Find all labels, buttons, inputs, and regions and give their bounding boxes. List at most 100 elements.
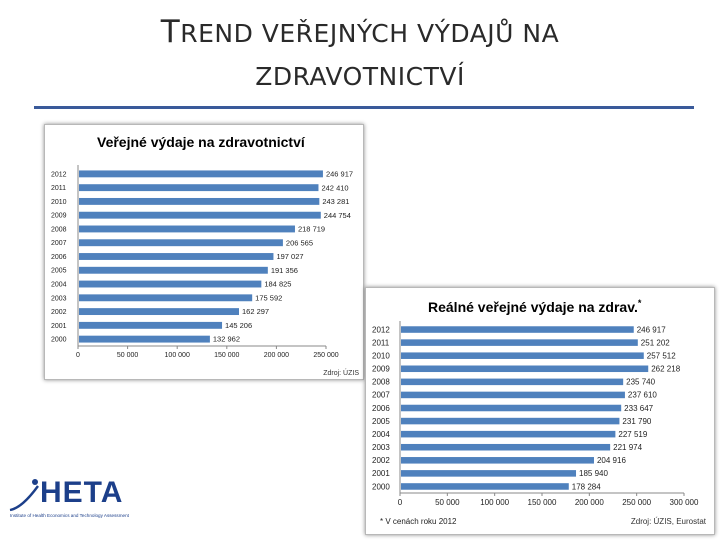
x-tick-label: 100 000 bbox=[480, 498, 509, 507]
data-label: 244 754 bbox=[324, 211, 351, 220]
data-label: 206 565 bbox=[286, 238, 313, 247]
data-label: 197 027 bbox=[276, 252, 303, 261]
data-label: 132 962 bbox=[213, 335, 240, 344]
bar bbox=[401, 443, 611, 451]
category-label: 2005 bbox=[51, 268, 67, 275]
bar bbox=[401, 417, 620, 425]
data-label: 204 916 bbox=[597, 456, 626, 465]
data-label: 251 202 bbox=[641, 338, 670, 347]
bar bbox=[401, 326, 634, 333]
category-label: 2012 bbox=[372, 325, 390, 334]
bar bbox=[401, 430, 616, 438]
chart-source: Zdroj: ÚZIS bbox=[323, 368, 359, 377]
category-label: 2010 bbox=[372, 351, 390, 360]
title-divider bbox=[34, 106, 694, 109]
data-label: 227 519 bbox=[618, 430, 647, 439]
data-label: 162 297 bbox=[242, 307, 269, 316]
data-label: 231 790 bbox=[622, 417, 651, 426]
data-label: 257 512 bbox=[647, 351, 676, 360]
category-label: 2009 bbox=[372, 365, 390, 374]
category-label: 2010 bbox=[51, 199, 67, 206]
bar bbox=[79, 184, 319, 192]
data-label: 246 917 bbox=[637, 325, 666, 334]
bar bbox=[79, 335, 210, 343]
data-label: 191 356 bbox=[271, 266, 298, 275]
category-label: 2008 bbox=[372, 378, 390, 387]
title-initial: T bbox=[160, 14, 181, 50]
data-label: 242 410 bbox=[321, 183, 348, 192]
bar bbox=[401, 470, 577, 477]
bar bbox=[79, 266, 268, 274]
bar bbox=[401, 391, 625, 399]
data-label: 145 206 bbox=[225, 321, 252, 330]
bar bbox=[79, 239, 283, 247]
bar bbox=[79, 197, 320, 205]
x-tick-label: 250 000 bbox=[622, 498, 651, 507]
category-label: 2007 bbox=[51, 240, 67, 247]
chart-public-health-expenditure: Veřejné výdaje na zdravotnictví 2012 246 9… bbox=[44, 124, 364, 380]
chart-title: Reálné veřejné výdaje na zdrav.* bbox=[428, 298, 642, 315]
category-label: 2005 bbox=[372, 417, 390, 426]
category-label: 2003 bbox=[372, 443, 390, 452]
chart-svg: Reálné veřejné výdaje na zdrav.* 2012 246 … bbox=[372, 298, 707, 526]
bar bbox=[401, 378, 624, 386]
category-label: 2006 bbox=[51, 254, 67, 261]
bar bbox=[401, 352, 644, 359]
chart-source: Zdroj: ÚZIS, Eurostat bbox=[631, 517, 707, 526]
category-label: 2011 bbox=[372, 338, 390, 347]
heta-logo: HETA Institute of Health Economics and T… bbox=[8, 474, 168, 526]
x-tick-label: 0 bbox=[76, 352, 80, 359]
chart-real-public-health-expenditure: Reálné veřejné výdaje na zdrav.* 2012 246 … bbox=[365, 287, 715, 535]
data-label: 237 610 bbox=[628, 391, 657, 400]
category-label: 2009 bbox=[51, 213, 67, 220]
data-label: 175 592 bbox=[255, 293, 282, 302]
logo-text: HETA bbox=[40, 476, 124, 509]
category-label: 2004 bbox=[372, 430, 390, 439]
data-label: 262 218 bbox=[651, 365, 680, 374]
chart-svg: Veřejné výdaje na zdravotnictví 2012 246 9… bbox=[51, 134, 359, 377]
bar bbox=[79, 225, 295, 233]
bar bbox=[79, 294, 253, 302]
bar bbox=[401, 339, 638, 346]
category-label: 2002 bbox=[51, 309, 67, 316]
bar bbox=[79, 308, 239, 316]
data-label: 185 940 bbox=[579, 469, 608, 478]
x-tick-label: 200 000 bbox=[264, 352, 289, 359]
logo-subtitle: Institute of Health Economics and Techno… bbox=[10, 513, 129, 518]
category-label: 2011 bbox=[51, 185, 66, 192]
bar bbox=[401, 365, 649, 373]
data-label: 184 825 bbox=[264, 280, 291, 289]
data-label: 218 719 bbox=[298, 225, 325, 234]
category-label: 2007 bbox=[372, 391, 390, 400]
x-tick-label: 0 bbox=[398, 498, 403, 507]
category-label: 2001 bbox=[372, 469, 390, 478]
bar bbox=[79, 253, 274, 260]
category-label: 2003 bbox=[51, 295, 67, 302]
bar bbox=[79, 280, 262, 288]
logo-swoosh-icon bbox=[9, 479, 39, 512]
bar bbox=[79, 321, 223, 329]
bar bbox=[79, 211, 321, 219]
title-rest: REND VEŘEJNÝCH VÝDAJŮ NA bbox=[180, 19, 560, 48]
category-label: 2000 bbox=[51, 337, 67, 344]
page-title-line1: TREND VEŘEJNÝCH VÝDAJŮ NA bbox=[0, 14, 720, 50]
category-label: 2002 bbox=[372, 456, 390, 465]
bar bbox=[401, 457, 594, 464]
chart-title-mark: * bbox=[638, 298, 642, 308]
category-label: 2001 bbox=[51, 323, 67, 330]
page-title-line2: ZDRAVOTNICTVÍ bbox=[255, 62, 465, 91]
bar bbox=[79, 170, 323, 178]
x-tick-label: 300 000 bbox=[670, 498, 699, 507]
category-label: 2012 bbox=[51, 171, 67, 178]
category-label: 2006 bbox=[372, 404, 390, 413]
data-label: 235 740 bbox=[626, 378, 655, 387]
data-label: 221 974 bbox=[613, 443, 642, 452]
chart-footnote: * V cenách roku 2012 bbox=[380, 517, 457, 526]
x-tick-label: 150 000 bbox=[528, 498, 557, 507]
data-label: 246 917 bbox=[326, 170, 353, 179]
category-label: 2008 bbox=[51, 226, 67, 233]
x-tick-label: 200 000 bbox=[575, 498, 604, 507]
data-label: 233 647 bbox=[624, 404, 653, 413]
chart-title: Veřejné výdaje na zdravotnictví bbox=[97, 134, 306, 150]
data-label: 178 284 bbox=[572, 482, 601, 491]
